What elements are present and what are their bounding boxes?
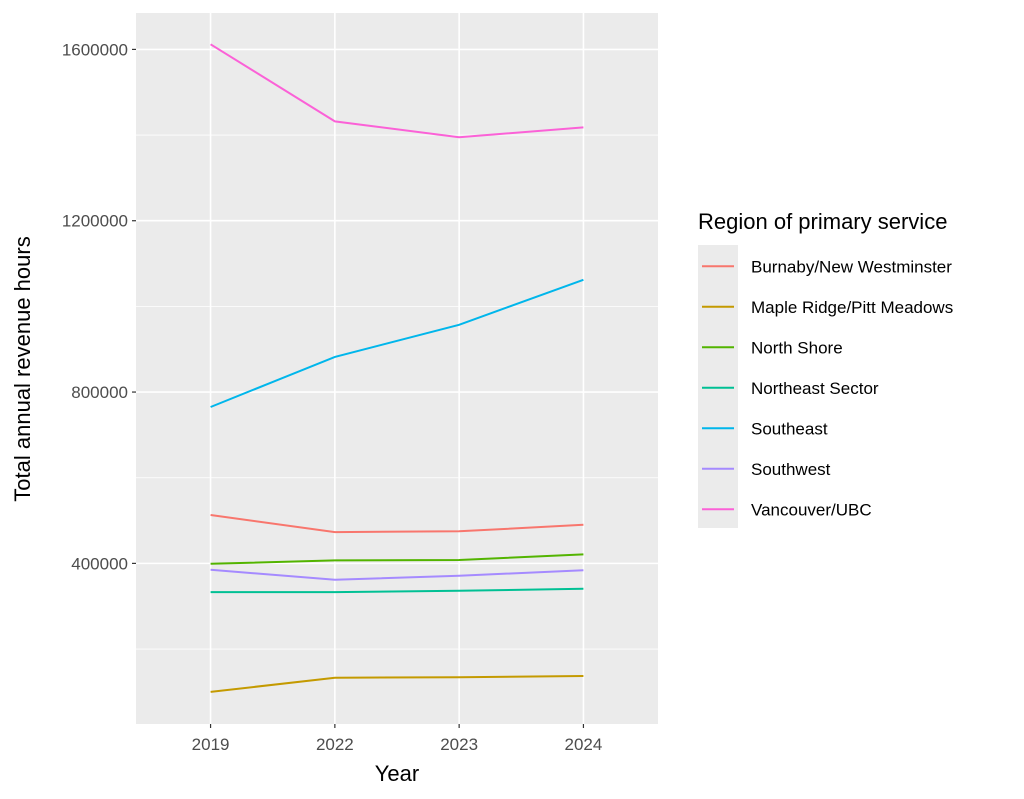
series-line-burnaby-new-westminster xyxy=(210,514,584,534)
panel-background xyxy=(136,13,658,724)
y-axis: 400000 800000 1200000 1600000 xyxy=(62,40,136,573)
series-line-southeast xyxy=(210,278,584,408)
legend-label: Vancouver/UBC xyxy=(751,500,872,519)
major-gridlines xyxy=(136,13,658,724)
legend-label: Maple Ridge/Pitt Meadows xyxy=(751,298,953,317)
series-line-maple-ridge-pitt-meadows xyxy=(210,675,584,693)
y-tick-label: 1200000 xyxy=(62,212,128,231)
legend-label: Northeast Sector xyxy=(751,379,879,398)
series-line-northeast-sector xyxy=(210,587,584,594)
legend-label: Southwest xyxy=(751,460,831,479)
x-axis-title: Year xyxy=(375,761,419,786)
series-line-north-shore xyxy=(210,553,584,565)
legend-label: Burnaby/New Westminster xyxy=(751,257,952,276)
x-tick-label: 2019 xyxy=(192,735,230,754)
x-tick-label: 2024 xyxy=(565,735,603,754)
legend-items: Burnaby/New Westminster Maple Ridge/Pitt … xyxy=(702,257,953,519)
minor-gridlines xyxy=(136,134,658,650)
series-lines xyxy=(210,43,584,693)
legend-key-background xyxy=(698,245,738,528)
legend-label: Southeast xyxy=(751,419,828,438)
x-axis: 2019 2022 2023 2024 xyxy=(192,724,603,754)
series-line-southwest xyxy=(210,568,584,581)
legend: Region of primary service Burnaby/New We… xyxy=(698,209,953,528)
series-line-vancouver-ubc xyxy=(210,43,584,139)
y-axis-title: Total annual revenue hours xyxy=(10,236,35,501)
x-tick-label: 2022 xyxy=(316,735,354,754)
x-tick-label: 2023 xyxy=(440,735,478,754)
legend-label: North Shore xyxy=(751,338,843,357)
legend-title: Region of primary service xyxy=(698,209,947,234)
y-tick-label: 800000 xyxy=(71,383,128,402)
y-tick-label: 1600000 xyxy=(62,40,128,59)
y-tick-label: 400000 xyxy=(71,554,128,573)
